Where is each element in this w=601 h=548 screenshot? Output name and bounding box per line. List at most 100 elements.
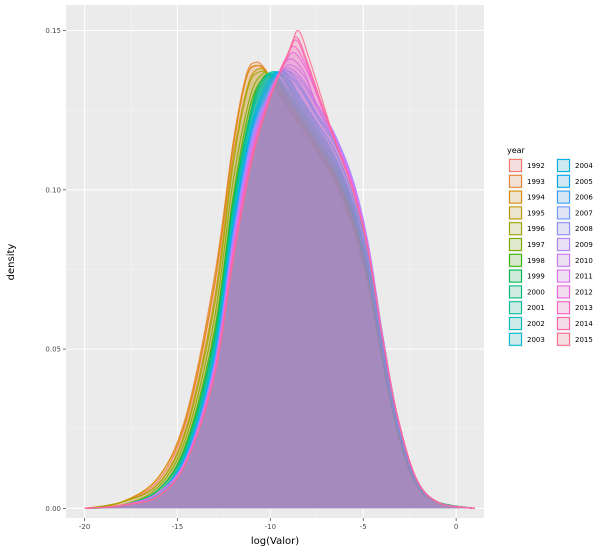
legend-key-bg	[556, 205, 571, 221]
legend-key-1997	[508, 237, 523, 252]
legend-key-bg	[508, 316, 523, 331]
legend-key-2014	[556, 316, 571, 331]
legend-label-2011: 2011	[575, 273, 593, 281]
legend-key-2005	[556, 174, 571, 188]
legend-key-2008	[556, 222, 571, 236]
legend-key-bg	[556, 268, 571, 284]
density-area-1992	[84, 65, 475, 509]
density-area-2000	[84, 74, 475, 509]
legend-key-bg	[556, 237, 571, 252]
legend-key-1996	[508, 222, 523, 236]
density-area-2015	[84, 30, 475, 509]
legend-label-2004: 2004	[575, 162, 593, 170]
x-tick-label: -10	[265, 523, 276, 531]
legend-key-bg	[508, 173, 523, 189]
density-line-2015	[84, 29, 475, 509]
legend-key-bg	[556, 331, 571, 347]
density-area-1996	[84, 71, 475, 509]
legend-label-1992: 1992	[527, 162, 545, 170]
legend-key-bg	[508, 331, 523, 347]
legend-key-2002	[508, 316, 523, 331]
x-tick-label: -5	[360, 523, 367, 531]
legend-key-2006	[556, 190, 571, 204]
legend-label-1999: 1999	[527, 273, 545, 281]
density-area-2001	[84, 71, 475, 509]
legend-key-bg	[556, 316, 571, 331]
legend-label-2001: 2001	[527, 304, 545, 312]
density-area-2006	[84, 69, 475, 509]
density-area-2010	[84, 58, 475, 509]
legend-title: year	[507, 146, 526, 155]
density-area-2011	[84, 52, 475, 509]
legend-key-bg	[508, 284, 523, 300]
legend-label-2012: 2012	[575, 288, 593, 296]
legend-key-2007	[556, 206, 571, 220]
legend-key-2013	[556, 301, 571, 315]
density-series-layer	[84, 29, 475, 509]
density-area-1995	[84, 68, 475, 509]
x-tick-label: 0	[454, 523, 458, 531]
legend-key-1992	[508, 158, 523, 173]
legend-key-2011	[556, 269, 571, 283]
legend-key-bg	[508, 158, 523, 173]
legend-key-1999	[508, 269, 523, 283]
legend-label-2003: 2003	[527, 336, 545, 344]
density-area-2002	[84, 71, 475, 509]
legend-label-1996: 1996	[527, 225, 545, 233]
legend-key-2001	[508, 301, 523, 315]
legend-key-1993	[508, 174, 523, 188]
legend-label-2010: 2010	[575, 257, 593, 265]
legend-key-2012	[556, 285, 571, 299]
legend-label-2002: 2002	[527, 320, 545, 328]
legend-label-2009: 2009	[575, 241, 593, 249]
density-area-2007	[84, 70, 475, 509]
density-area-2009	[84, 64, 475, 509]
legend-key-bg	[508, 237, 523, 252]
legend-label-1993: 1993	[527, 178, 545, 186]
legend-key-2009	[556, 237, 571, 252]
legend-key-2010	[556, 253, 571, 267]
legend-label-2008: 2008	[575, 225, 593, 233]
legend-label-1994: 1994	[527, 194, 545, 202]
density-area-1997	[84, 72, 475, 509]
legend-key-bg	[556, 173, 571, 189]
x-axis: -20 -15 -10 -5 0	[79, 518, 458, 531]
density-area-2005	[84, 71, 475, 509]
legend-label-2007: 2007	[575, 209, 593, 217]
legend-key-bg	[556, 221, 571, 237]
legend-key-2003	[508, 332, 523, 346]
y-tick-label: 0.05	[45, 346, 61, 354]
legend-key-bg	[556, 158, 571, 173]
legend-label-1998: 1998	[527, 257, 545, 265]
legend-key-bg	[556, 284, 571, 300]
legend-key-2004	[556, 158, 571, 173]
legend-key-bg	[508, 205, 523, 221]
y-axis: 0.00 0.05 0.10 0.15	[45, 27, 66, 513]
legend-key-bg	[508, 189, 523, 205]
y-tick-label: 0.00	[45, 505, 61, 513]
legend: year 1992 1993 1994 1995 1996 1997 1998 1999 200…	[507, 146, 593, 347]
x-axis-title: log(Valor)	[251, 536, 299, 547]
legend-key-bg	[508, 300, 523, 316]
density-area-2008	[84, 67, 475, 509]
legend-key-1998	[508, 253, 523, 267]
density-area-2013	[84, 39, 475, 509]
legend-key-1995	[508, 206, 523, 220]
legend-label-1995: 1995	[527, 209, 545, 217]
legend-key-bg	[508, 221, 523, 237]
legend-label-2015: 2015	[575, 336, 593, 344]
density-area-2012	[84, 46, 475, 509]
plot-panel	[66, 5, 484, 518]
density-area-2003	[84, 71, 475, 509]
legend-label-2000: 2000	[527, 288, 545, 296]
density-area-1993	[84, 62, 475, 509]
legend-key-bg	[556, 252, 571, 268]
legend-label-2005: 2005	[575, 178, 593, 186]
y-axis-title: density	[6, 244, 17, 281]
legend-key-2015	[556, 332, 571, 346]
density-area-1999	[84, 74, 475, 509]
legend-key-2000	[508, 285, 523, 299]
x-tick-label: -15	[172, 523, 183, 531]
legend-label-2014: 2014	[575, 320, 593, 328]
